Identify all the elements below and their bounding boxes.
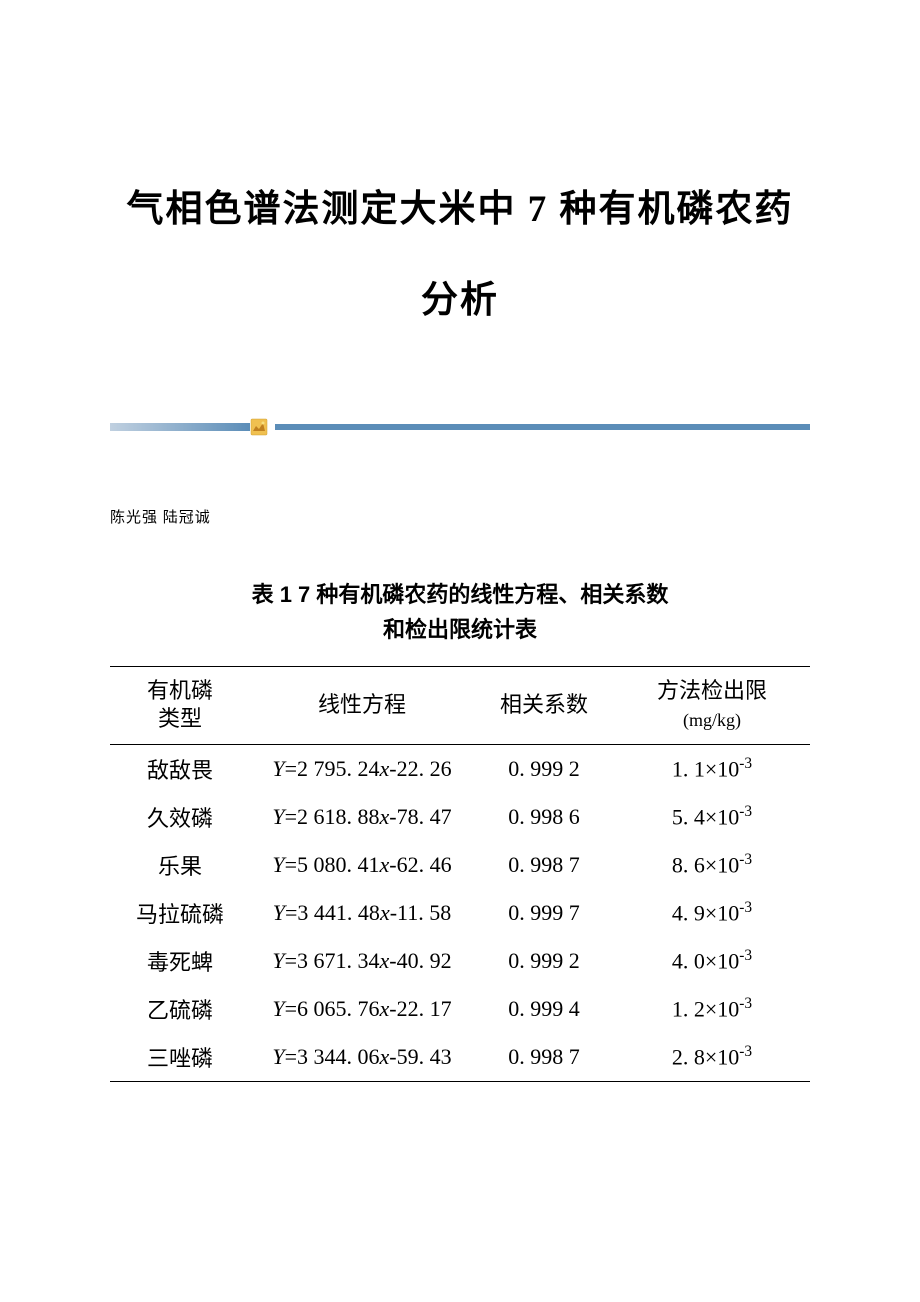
cell-lod: 5. 4×10-3 xyxy=(614,793,810,841)
table-row: 久效磷Y=2 618. 88x-78. 470. 998 65. 4×10-3 xyxy=(110,793,810,841)
cell-corr: 0. 999 4 xyxy=(474,985,614,1033)
col-header-lod: 方法检出限 (mg/kg) xyxy=(614,666,810,744)
table-header-row: 有机磷 类型 线性方程 相关系数 方法检出限 (mg/kg) xyxy=(110,666,810,744)
cell-lod: 2. 8×10-3 xyxy=(614,1033,810,1082)
cell-type: 乐果 xyxy=(110,841,250,889)
document-title: 气相色谱法测定大米中 7 种有机磷农药 xyxy=(110,180,810,239)
cell-type: 久效磷 xyxy=(110,793,250,841)
cell-lod: 4. 9×10-3 xyxy=(614,889,810,937)
table-body: 敌敌畏Y=2 795. 24x-22. 260. 999 21. 1×10-3久… xyxy=(110,744,810,1081)
table-row: 敌敌畏Y=2 795. 24x-22. 260. 999 21. 1×10-3 xyxy=(110,744,810,793)
cell-type: 乙硫磷 xyxy=(110,985,250,1033)
cell-corr: 0. 998 6 xyxy=(474,793,614,841)
col-header-type: 有机磷 类型 xyxy=(110,666,250,744)
table-row: 马拉硫磷Y=3 441. 48x-11. 580. 999 74. 9×10-3 xyxy=(110,889,810,937)
section-divider xyxy=(110,423,810,431)
col-header-text: (mg/kg) xyxy=(683,710,741,730)
cell-type: 毒死蜱 xyxy=(110,937,250,985)
cell-lod: 1. 2×10-3 xyxy=(614,985,810,1033)
cell-type: 三唑磷 xyxy=(110,1033,250,1082)
col-header-text: 类型 xyxy=(158,706,202,731)
cell-corr: 0. 999 2 xyxy=(474,937,614,985)
cell-corr: 0. 999 7 xyxy=(474,889,614,937)
cell-lod: 1. 1×10-3 xyxy=(614,744,810,793)
divider-icon xyxy=(250,418,268,436)
col-header-text: 方法检出限 xyxy=(657,678,767,703)
col-header-corr: 相关系数 xyxy=(474,666,614,744)
table-row: 毒死蜱Y=3 671. 34x-40. 920. 999 24. 0×10-3 xyxy=(110,937,810,985)
cell-lod: 8. 6×10-3 xyxy=(614,841,810,889)
col-header-text: 有机磷 xyxy=(147,678,213,703)
table-caption: 表 1 7 种有机磷农药的线性方程、相关系数 和检出限统计表 xyxy=(110,577,810,647)
table-row: 三唑磷Y=3 344. 06x-59. 430. 998 72. 8×10-3 xyxy=(110,1033,810,1082)
cell-corr: 0. 998 7 xyxy=(474,841,614,889)
table-caption-line2: 和检出限统计表 xyxy=(383,617,537,642)
table-row: 乙硫磷Y=6 065. 76x-22. 170. 999 41. 2×10-3 xyxy=(110,985,810,1033)
cell-equation: Y=3 671. 34x-40. 92 xyxy=(250,937,474,985)
document-subtitle: 分析 xyxy=(110,269,810,323)
cell-equation: Y=3 441. 48x-11. 58 xyxy=(250,889,474,937)
table-row: 乐果Y=5 080. 41x-62. 460. 998 78. 6×10-3 xyxy=(110,841,810,889)
cell-equation: Y=3 344. 06x-59. 43 xyxy=(250,1033,474,1082)
cell-equation: Y=6 065. 76x-22. 17 xyxy=(250,985,474,1033)
divider-right-bar xyxy=(275,424,810,430)
cell-type: 马拉硫磷 xyxy=(110,889,250,937)
cell-corr: 0. 999 2 xyxy=(474,744,614,793)
cell-equation: Y=2 618. 88x-78. 47 xyxy=(250,793,474,841)
col-header-equation: 线性方程 xyxy=(250,666,474,744)
cell-equation: Y=2 795. 24x-22. 26 xyxy=(250,744,474,793)
authors-text: 陈光强 陆冠诚 xyxy=(110,506,810,527)
data-table: 有机磷 类型 线性方程 相关系数 方法检出限 (mg/kg) 敌敌畏Y=2 79… xyxy=(110,666,810,1082)
col-header-text: 相关系数 xyxy=(500,692,588,717)
col-header-text: 线性方程 xyxy=(318,692,406,717)
cell-lod: 4. 0×10-3 xyxy=(614,937,810,985)
divider-left-bar xyxy=(110,423,250,431)
cell-corr: 0. 998 7 xyxy=(474,1033,614,1082)
cell-equation: Y=5 080. 41x-62. 46 xyxy=(250,841,474,889)
table-caption-line1: 表 1 7 种有机磷农药的线性方程、相关系数 xyxy=(252,582,669,607)
cell-type: 敌敌畏 xyxy=(110,744,250,793)
